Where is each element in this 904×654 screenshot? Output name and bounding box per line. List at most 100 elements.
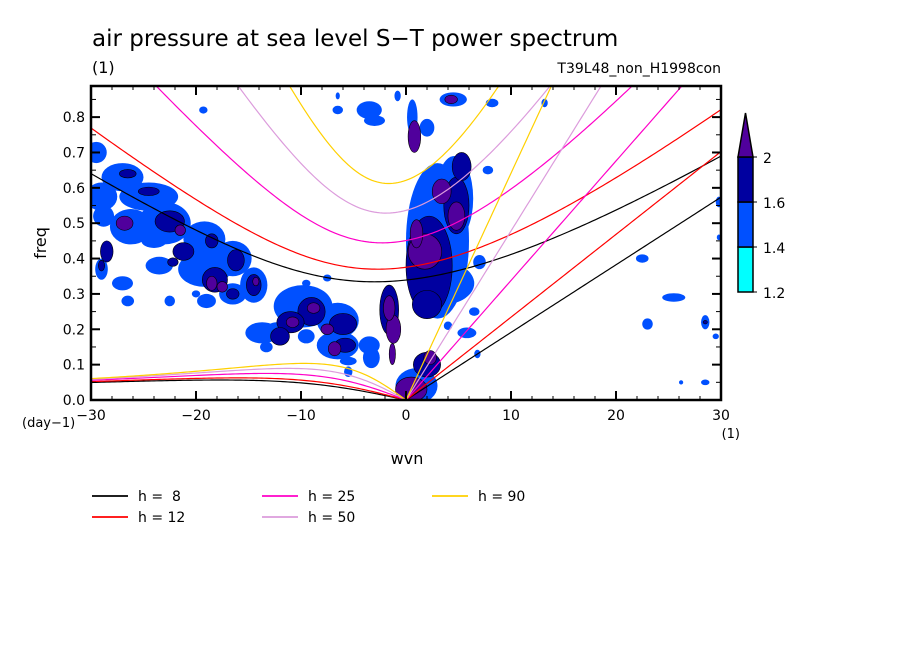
contour-region-80	[167, 257, 179, 267]
contour-region-101	[115, 215, 134, 231]
legend-label: h = 25	[308, 489, 355, 505]
contour-region-38	[121, 295, 135, 307]
x-tick-label: −20	[181, 408, 211, 424]
contour-region-46	[332, 105, 343, 115]
contour-region-28	[362, 346, 380, 369]
kelvin-curve-h90	[405, 86, 553, 400]
contour-region-105	[216, 281, 228, 293]
contour-region-77	[227, 249, 245, 272]
colorbar-label: 2	[763, 151, 772, 167]
x-tick-label: −10	[286, 408, 316, 424]
contour-region-89	[702, 320, 708, 325]
legend-label: h = 8	[138, 489, 181, 505]
x-tick-label: 20	[607, 408, 625, 424]
contour-region-100	[444, 94, 458, 104]
contour-region-6	[419, 118, 435, 137]
contour-region-61	[712, 333, 719, 340]
contour-region-107	[286, 316, 300, 328]
colorbar-segment-2	[737, 156, 754, 203]
kelvin-curve-h8	[405, 196, 721, 400]
contour-region-59	[642, 318, 653, 330]
chart-subtitle-right: T39L48_non_H1998con	[556, 61, 721, 77]
kelvin-curve-h25	[405, 86, 683, 400]
legend-label: h = 50	[308, 510, 355, 526]
contour-region-97	[388, 343, 396, 365]
y-axis-label: freq	[31, 227, 50, 259]
contour-region-96	[383, 295, 396, 321]
contour-region-92	[447, 201, 466, 231]
contour-region-37	[164, 295, 175, 307]
x-tick-label: 30	[712, 408, 730, 424]
colorbar-label: 1.6	[763, 196, 785, 212]
contour-region-83	[98, 260, 105, 272]
contour-region-109	[328, 341, 342, 357]
contour-region-78	[172, 242, 195, 261]
contour-region-35	[112, 276, 133, 291]
colorbar-segment-1	[737, 201, 754, 248]
contour-region-103	[206, 275, 218, 291]
contour-region-94	[409, 219, 424, 249]
y-tick-label: 0.7	[63, 145, 85, 161]
rossby-curve-h12	[91, 377, 407, 400]
contour-region-108	[320, 323, 334, 335]
legend: h = 8 h = 12 h = 25 h = 50 h = 90	[92, 489, 525, 526]
contour-region-48	[485, 98, 499, 108]
y-tick-label: 0.4	[63, 252, 85, 268]
rossby-curve-h50	[91, 367, 407, 400]
contour-region-53	[457, 327, 477, 339]
contour-region-11	[93, 205, 115, 227]
colorbar-label: 1.2	[763, 286, 785, 302]
chart-subtitle-left: (1)	[92, 58, 115, 77]
contour-region-40	[302, 279, 311, 287]
contour-region-72	[119, 169, 137, 179]
contour-region-50	[473, 255, 486, 270]
colorbar: 1.2 1.4 1.6 2	[737, 112, 785, 302]
contour-region-8	[91, 182, 118, 211]
contour-region-65	[679, 380, 684, 385]
y-tick-label: 0.2	[63, 322, 85, 338]
x-axis-unit: (1)	[722, 427, 740, 442]
inertia-gravity-curve-h8	[91, 155, 721, 283]
contour-region-19	[145, 256, 173, 275]
axis-ticks: −30 −20 −10 0 10 20 30 0.0 0.1 0.2 0.3 0.4 0.5 0.6 0.7…	[63, 86, 730, 424]
y-tick-label: 0.5	[63, 216, 85, 232]
x-tick-label: −30	[76, 408, 106, 424]
contour-region-43	[199, 106, 208, 114]
contour-region-30	[297, 329, 315, 344]
kelvin-curve-h50	[405, 86, 602, 400]
contour-region-106	[307, 302, 321, 314]
contour-region-39	[191, 290, 201, 298]
contour-region-15	[141, 233, 167, 248]
legend-label: h = 12	[138, 510, 185, 526]
kelvin-curve-h12	[405, 151, 721, 400]
contour-region-93	[431, 178, 452, 205]
contour-region-73	[137, 186, 160, 196]
rossby-curve-h90	[91, 362, 407, 400]
colorbar-extend-arrow	[737, 112, 754, 158]
contour-region-102	[174, 224, 186, 236]
contour-fill-layer	[91, 90, 721, 400]
contour-region-69	[411, 290, 442, 319]
contour-region-51	[482, 165, 494, 175]
contour-region-56	[443, 321, 453, 330]
colorbar-label: 1.4	[763, 241, 785, 257]
contour-region-45	[364, 115, 385, 126]
inertia-gravity-curve-h50	[237, 86, 551, 214]
y-tick-label: 0.1	[63, 358, 85, 374]
contour-region-14	[183, 221, 226, 257]
inertia-gravity-curve-h12	[91, 109, 721, 270]
y-tick-label: 0.3	[63, 287, 85, 303]
contour-region-58	[635, 254, 649, 263]
contour-region-42	[394, 90, 401, 102]
x-tick-label: 0	[402, 408, 411, 424]
y-tick-label: 0.8	[63, 110, 85, 126]
y-axis-unit: (day−1)	[22, 416, 75, 431]
contour-region-82	[226, 288, 240, 300]
rossby-curve-h25	[91, 372, 407, 400]
contour-region-68	[451, 152, 472, 182]
contour-region-86	[329, 313, 357, 335]
chart-title: air pressure at sea level S−T power spec…	[92, 26, 618, 52]
contour-region-87	[270, 327, 290, 346]
contour-region-47	[335, 92, 340, 100]
